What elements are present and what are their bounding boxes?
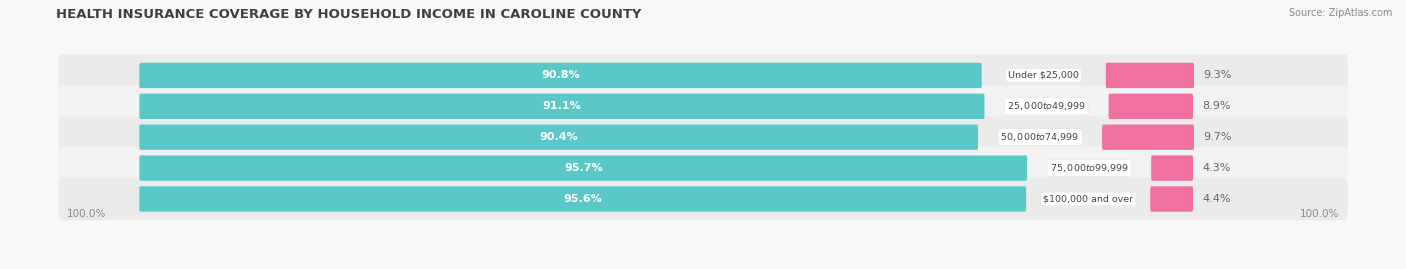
Text: $25,000 to $49,999: $25,000 to $49,999 — [1007, 100, 1087, 112]
Text: 100.0%: 100.0% — [66, 209, 105, 219]
Text: HEALTH INSURANCE COVERAGE BY HOUSEHOLD INCOME IN CAROLINE COUNTY: HEALTH INSURANCE COVERAGE BY HOUSEHOLD I… — [56, 8, 641, 21]
Text: 4.4%: 4.4% — [1202, 194, 1232, 204]
FancyBboxPatch shape — [139, 63, 981, 88]
Text: 91.1%: 91.1% — [543, 101, 581, 111]
Text: 90.8%: 90.8% — [541, 70, 579, 80]
FancyBboxPatch shape — [58, 116, 1348, 158]
FancyBboxPatch shape — [58, 178, 1348, 220]
FancyBboxPatch shape — [1108, 94, 1194, 119]
FancyBboxPatch shape — [58, 147, 1348, 189]
FancyBboxPatch shape — [1102, 125, 1194, 150]
FancyBboxPatch shape — [139, 125, 979, 150]
FancyBboxPatch shape — [1150, 186, 1194, 212]
Text: 9.7%: 9.7% — [1204, 132, 1232, 142]
Text: Source: ZipAtlas.com: Source: ZipAtlas.com — [1288, 8, 1392, 18]
Text: 8.9%: 8.9% — [1202, 101, 1232, 111]
Text: 95.7%: 95.7% — [564, 163, 603, 173]
FancyBboxPatch shape — [1107, 63, 1194, 88]
FancyBboxPatch shape — [1152, 155, 1194, 181]
Text: $50,000 to $74,999: $50,000 to $74,999 — [1001, 131, 1080, 143]
FancyBboxPatch shape — [139, 186, 1026, 212]
Text: Under $25,000: Under $25,000 — [1008, 71, 1080, 80]
Text: $100,000 and over: $100,000 and over — [1043, 194, 1133, 203]
Text: 4.3%: 4.3% — [1202, 163, 1230, 173]
FancyBboxPatch shape — [58, 54, 1348, 97]
Text: $75,000 to $99,999: $75,000 to $99,999 — [1049, 162, 1129, 174]
Text: 95.6%: 95.6% — [564, 194, 602, 204]
Text: 9.3%: 9.3% — [1204, 70, 1232, 80]
Text: 90.4%: 90.4% — [540, 132, 578, 142]
FancyBboxPatch shape — [139, 94, 984, 119]
FancyBboxPatch shape — [58, 85, 1348, 128]
FancyBboxPatch shape — [139, 155, 1026, 181]
Text: 100.0%: 100.0% — [1301, 209, 1340, 219]
